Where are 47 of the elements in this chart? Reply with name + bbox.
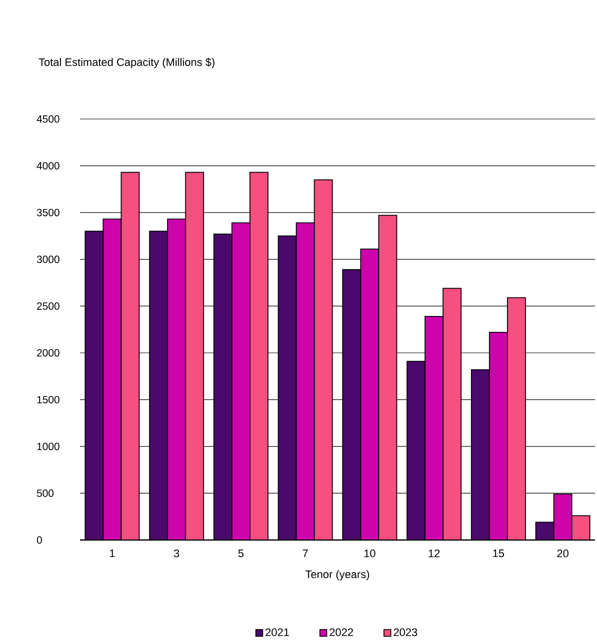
bar [84, 230, 104, 540]
bar [213, 234, 232, 540]
y-tick-label: 4500 [36, 115, 60, 123]
bar [102, 218, 122, 540]
bar [488, 332, 508, 540]
bar [424, 316, 444, 540]
bar [360, 248, 380, 540]
bar [470, 369, 490, 540]
y-tick-label: 3000 [36, 256, 60, 264]
y-tick-label: 500 [36, 490, 54, 497]
bar [185, 172, 204, 540]
bar [231, 222, 250, 540]
chart-title: Total Estimated Capacity (Millions $) [38, 58, 214, 68]
x-tick-label: 5 [238, 550, 244, 558]
y-tick-label: 2000 [37, 349, 60, 357]
x-tick-label: 12 [428, 550, 440, 558]
bar [296, 222, 315, 540]
legend-label: 2022 [330, 628, 353, 636]
bar [167, 218, 186, 540]
bar [507, 297, 526, 540]
y-tick-label: 4000 [36, 162, 60, 170]
bar [250, 172, 268, 540]
bar [535, 522, 554, 540]
bar [278, 235, 297, 540]
y-tick-label: 1500 [37, 396, 60, 404]
bar [406, 360, 426, 540]
x-tick-label: 10 [364, 550, 376, 558]
y-tick-label: 3500 [36, 208, 60, 216]
y-tick-label: 1000 [37, 442, 60, 450]
x-tick-label: 20 [557, 550, 568, 558]
y-tick-label: 2500 [37, 302, 60, 310]
bar [553, 494, 572, 540]
y-tick-label: 0 [36, 536, 42, 544]
bar [378, 214, 398, 540]
bar [149, 230, 168, 540]
legend-label: 2023 [394, 628, 418, 636]
x-tick-label: 15 [493, 550, 504, 558]
legend-label: 2021 [266, 628, 289, 636]
bar [120, 172, 140, 540]
x-tick-label: 1 [110, 550, 115, 558]
bar [442, 288, 462, 540]
bar [342, 269, 362, 540]
x-tick-label: 7 [302, 550, 308, 558]
bar [571, 515, 590, 540]
x-tick-label: 3 [174, 550, 180, 558]
x-axis-title: Tenor (years) [305, 570, 370, 580]
bar [314, 179, 333, 540]
